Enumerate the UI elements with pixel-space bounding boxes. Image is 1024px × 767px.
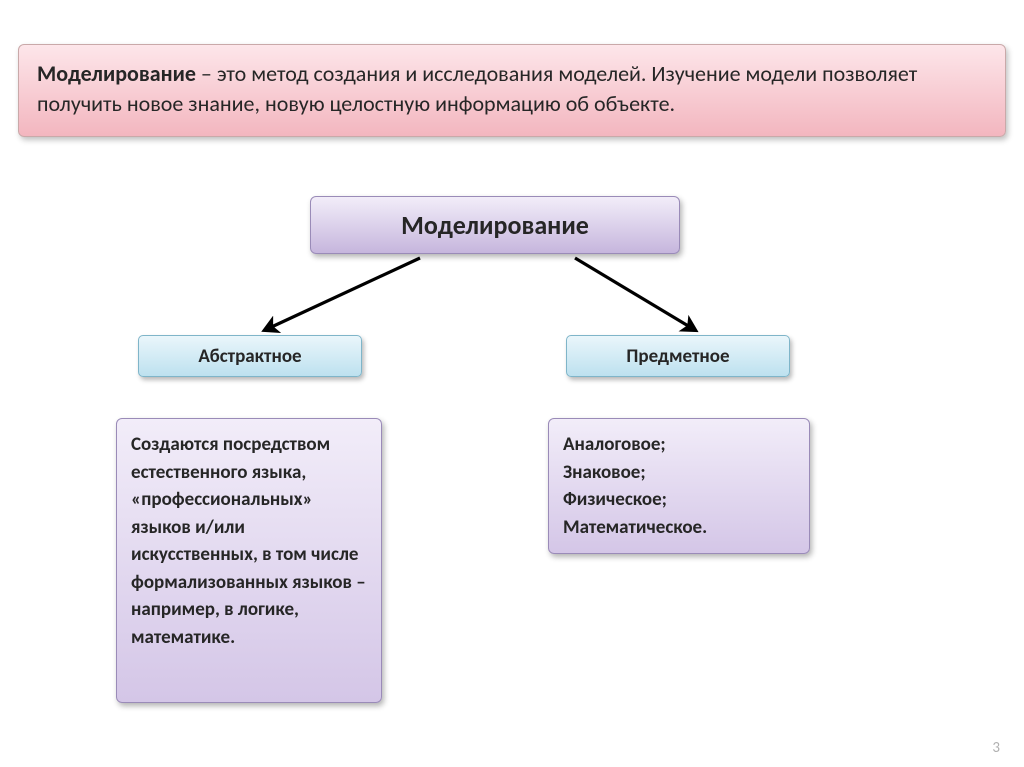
root-label: Моделирование <box>401 209 589 241</box>
desc-subject-text: Аналоговое;Знаковое;Физическое;Математич… <box>563 431 795 541</box>
root-node: Моделирование <box>310 196 680 254</box>
definition-term: Моделирование <box>37 60 196 87</box>
leaf-abstract: Абстрактное <box>138 335 362 377</box>
definition-text: Моделирование – это метод создания и исс… <box>37 59 987 118</box>
arrow-left <box>265 258 420 330</box>
arrow-right <box>575 258 695 330</box>
desc-abstract: Создаются посредством естественного язык… <box>116 418 382 703</box>
definition-box: Моделирование – это метод создания и исс… <box>18 44 1006 137</box>
leaf-subject: Предметное <box>566 335 790 377</box>
leaf-abstract-label: Абстрактное <box>198 345 301 368</box>
desc-subject: Аналоговое;Знаковое;Физическое;Математич… <box>548 418 810 554</box>
desc-abstract-text: Создаются посредством естественного язык… <box>131 431 367 651</box>
leaf-subject-label: Предметное <box>626 345 729 368</box>
page-number: 3 <box>992 739 1000 757</box>
